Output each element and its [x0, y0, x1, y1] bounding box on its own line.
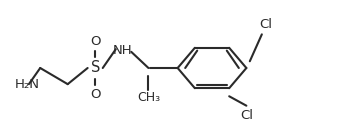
Text: O: O: [90, 88, 100, 101]
Text: H₂N: H₂N: [14, 78, 39, 91]
Text: NH: NH: [113, 44, 132, 57]
Text: CH₃: CH₃: [137, 91, 160, 104]
Text: Cl: Cl: [240, 109, 253, 122]
Text: O: O: [90, 35, 100, 48]
Text: Cl: Cl: [259, 18, 272, 31]
Text: S: S: [90, 61, 100, 75]
